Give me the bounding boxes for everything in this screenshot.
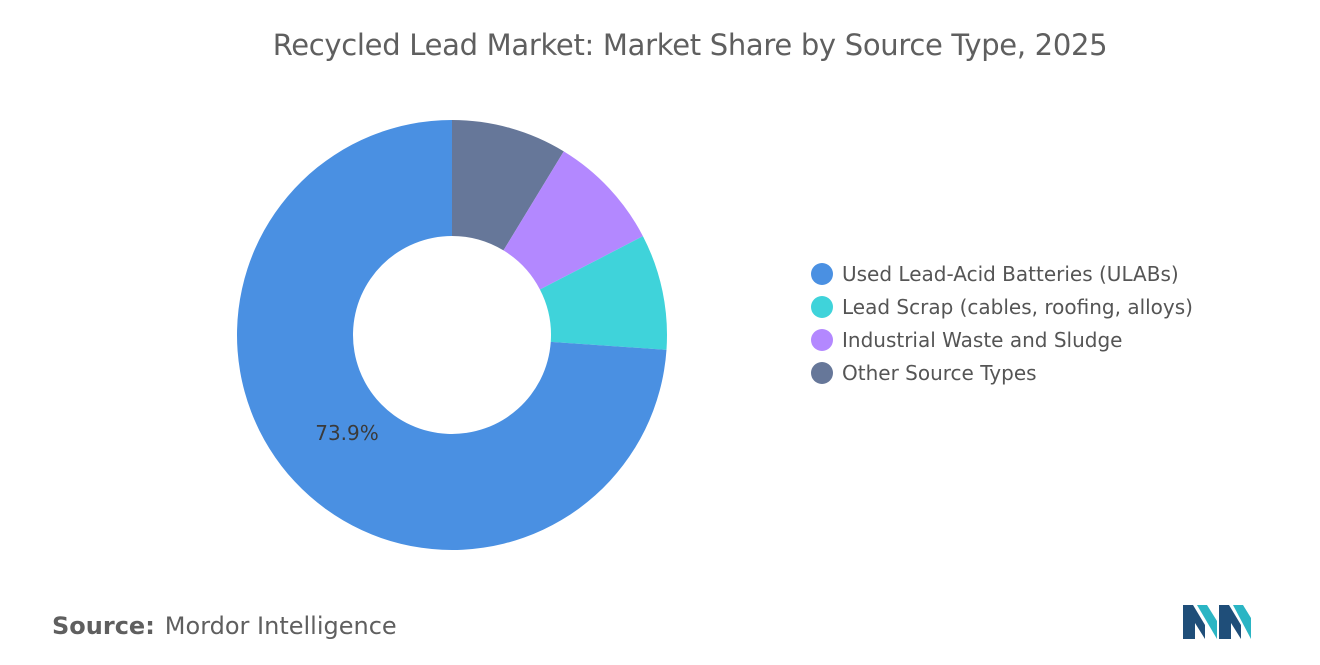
legend-item: Lead Scrap (cables, roofing, alloys) [811, 290, 1193, 323]
legend-label: Lead Scrap (cables, roofing, alloys) [842, 294, 1193, 319]
source-label: Source: [52, 612, 155, 640]
chart-title: Recycled Lead Market: Market Share by So… [272, 28, 1108, 62]
legend: Used Lead-Acid Batteries (ULABs) Lead Sc… [811, 257, 1193, 389]
legend-swatch-icon [811, 262, 833, 285]
legend-swatch-icon [811, 295, 833, 318]
donut-slice-4 [452, 120, 564, 251]
data-label: 73.9% [315, 421, 379, 445]
donut-slice-1 [237, 120, 667, 550]
donut-slice-3 [503, 151, 643, 290]
source-text: Mordor Intelligence [164, 612, 397, 640]
legend-swatch-icon [811, 361, 833, 384]
legend-item: Industrial Waste and Sludge [811, 323, 1193, 356]
donut-slice-2 [539, 236, 667, 350]
data-labels: 73.9% [315, 421, 379, 445]
legend-label: Used Lead-Acid Batteries (ULABs) [842, 261, 1179, 286]
legend-label: Industrial Waste and Sludge [842, 327, 1123, 352]
donut-slices [237, 120, 667, 550]
mordor-intelligence-logo-icon [1183, 605, 1251, 639]
source-footer: Source: Mordor Intelligence [52, 612, 397, 640]
legend-item: Used Lead-Acid Batteries (ULABs) [811, 257, 1193, 290]
legend-label: Other Source Types [842, 360, 1037, 385]
legend-swatch-icon [811, 328, 833, 351]
legend-item: Other Source Types [811, 356, 1193, 389]
